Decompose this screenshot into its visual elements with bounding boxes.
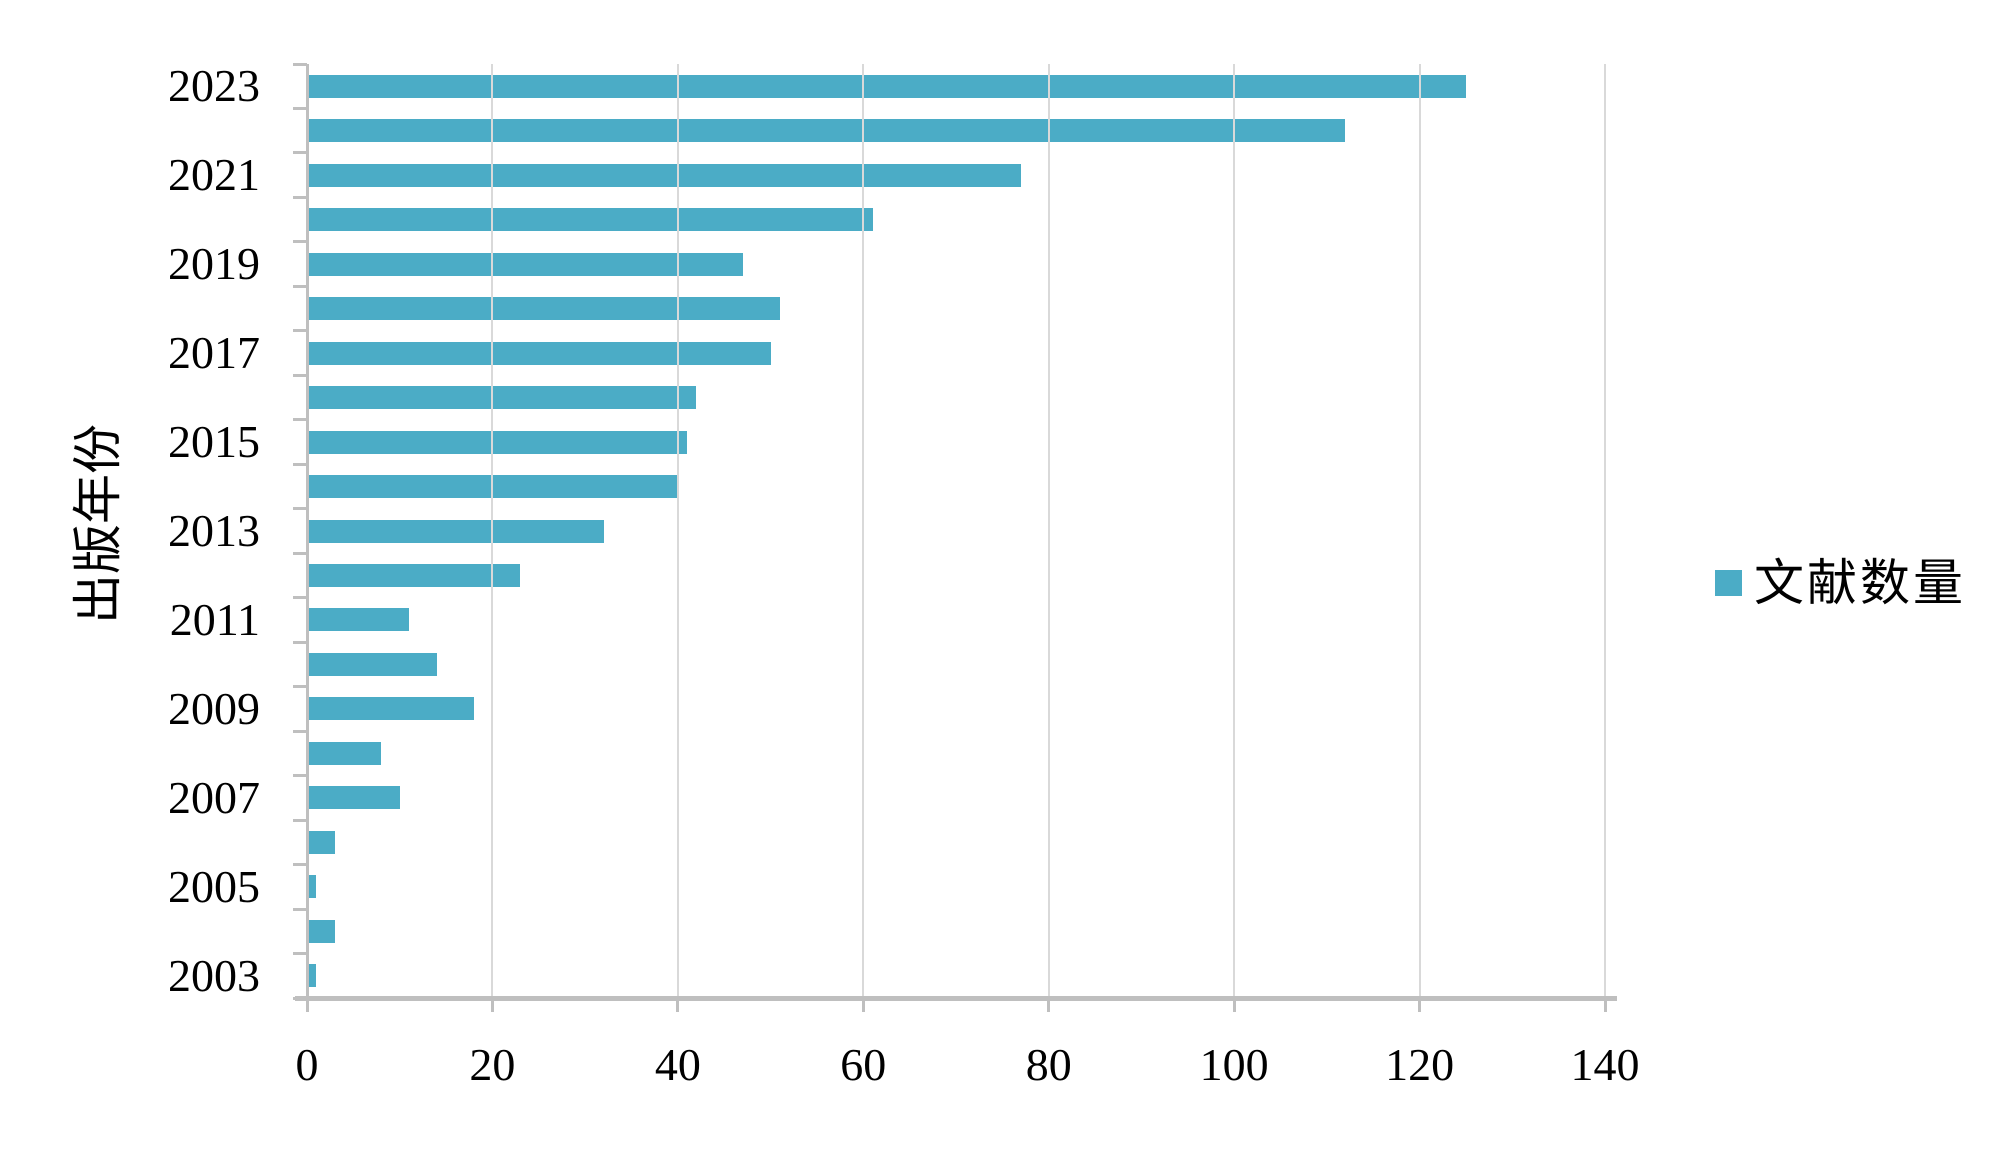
y-axis-tick xyxy=(293,418,307,422)
bar-2020 xyxy=(309,208,873,232)
y-axis-title: 出版年份 xyxy=(70,424,126,624)
bar-2009 xyxy=(309,697,474,721)
y-axis-tick xyxy=(293,373,307,377)
y-axis-tick xyxy=(293,551,307,555)
y-axis-tick xyxy=(293,62,307,66)
y-tick-label-2019: 2019 xyxy=(168,238,260,290)
x-axis-tick xyxy=(1418,1001,1422,1012)
y-tick-label-2009: 2009 xyxy=(168,682,260,734)
bar-2003 xyxy=(309,964,317,988)
x-tick-label-0: 0 xyxy=(295,1039,319,1090)
x-axis-tick xyxy=(1603,1001,1607,1012)
legend: 文献数量 xyxy=(1715,553,1966,613)
y-axis-tick xyxy=(293,284,307,288)
bar-2004 xyxy=(309,919,335,943)
bar-2017 xyxy=(309,341,771,365)
bar-2015 xyxy=(309,430,688,454)
y-axis-tick xyxy=(293,106,307,110)
x-tick-label-20: 20 xyxy=(469,1039,516,1090)
gridline-20 xyxy=(491,64,494,998)
bar-2007 xyxy=(309,786,400,810)
bar-2006 xyxy=(309,830,335,854)
bar-2010 xyxy=(309,652,437,676)
bar-2016 xyxy=(309,386,697,410)
x-tick-label-40: 40 xyxy=(654,1039,701,1090)
x-axis-tick xyxy=(861,1001,865,1012)
y-axis-line xyxy=(306,64,309,998)
x-tick-label-100: 100 xyxy=(1199,1039,1269,1090)
bar-2021 xyxy=(309,163,1021,187)
x-axis-tick xyxy=(490,1001,494,1012)
y-axis-tick xyxy=(293,329,307,333)
y-axis-tick xyxy=(293,507,307,511)
y-axis-tick xyxy=(293,729,307,733)
gridline-120 xyxy=(1418,64,1421,998)
y-axis-tick xyxy=(293,863,307,867)
x-tick-label-80: 80 xyxy=(1025,1039,1072,1090)
bar-2023 xyxy=(309,74,1466,98)
y-axis-tick xyxy=(293,151,307,155)
y-tick-label-2005: 2005 xyxy=(168,860,260,912)
y-tick-label-2015: 2015 xyxy=(168,416,260,468)
y-axis-tick xyxy=(293,596,307,600)
bar-2018 xyxy=(309,297,780,321)
x-tick-label-140: 140 xyxy=(1570,1039,1640,1090)
gridline-60 xyxy=(862,64,865,998)
gridline-40 xyxy=(676,64,679,998)
y-axis-tick xyxy=(293,240,307,244)
bar-2013 xyxy=(309,519,604,543)
bar-2014 xyxy=(309,475,678,499)
x-tick-label-60: 60 xyxy=(840,1039,887,1090)
y-tick-label-2023: 2023 xyxy=(168,60,260,112)
y-axis-tick xyxy=(293,640,307,644)
bar-2005 xyxy=(309,875,317,899)
y-tick-label-2017: 2017 xyxy=(168,327,260,379)
x-axis-tick xyxy=(1047,1001,1051,1012)
x-axis-line xyxy=(295,996,1617,1001)
legend-swatch-icon xyxy=(1715,570,1742,596)
gridline-100 xyxy=(1233,64,1236,998)
y-axis-tick xyxy=(293,774,307,778)
x-axis-tick xyxy=(305,1001,309,1012)
bar-2012 xyxy=(309,563,521,587)
y-tick-label-2021: 2021 xyxy=(168,149,260,201)
y-axis-tick xyxy=(293,685,307,689)
x-axis-tick xyxy=(1232,1001,1236,1012)
bar-2011 xyxy=(309,608,409,632)
y-axis-tick xyxy=(293,462,307,466)
y-axis-tick xyxy=(293,996,307,1000)
y-axis-tick xyxy=(293,818,307,822)
y-axis-tick xyxy=(293,907,307,911)
y-tick-label-2003: 2003 xyxy=(168,949,260,1001)
x-tick-label-120: 120 xyxy=(1385,1039,1455,1090)
y-tick-label-2013: 2013 xyxy=(168,505,260,556)
y-axis-tick xyxy=(293,952,307,956)
gridline-140 xyxy=(1604,64,1606,998)
bar-2022 xyxy=(309,119,1346,143)
bar-2019 xyxy=(309,252,743,276)
bar-2008 xyxy=(309,741,382,765)
legend-label: 文献数量 xyxy=(1754,555,1966,611)
x-axis-tick xyxy=(676,1001,680,1012)
gridline-80 xyxy=(1047,64,1050,998)
y-tick-label-2007: 2007 xyxy=(168,771,260,823)
y-axis-tick xyxy=(293,195,307,199)
y-tick-label-2011: 2011 xyxy=(169,593,260,645)
